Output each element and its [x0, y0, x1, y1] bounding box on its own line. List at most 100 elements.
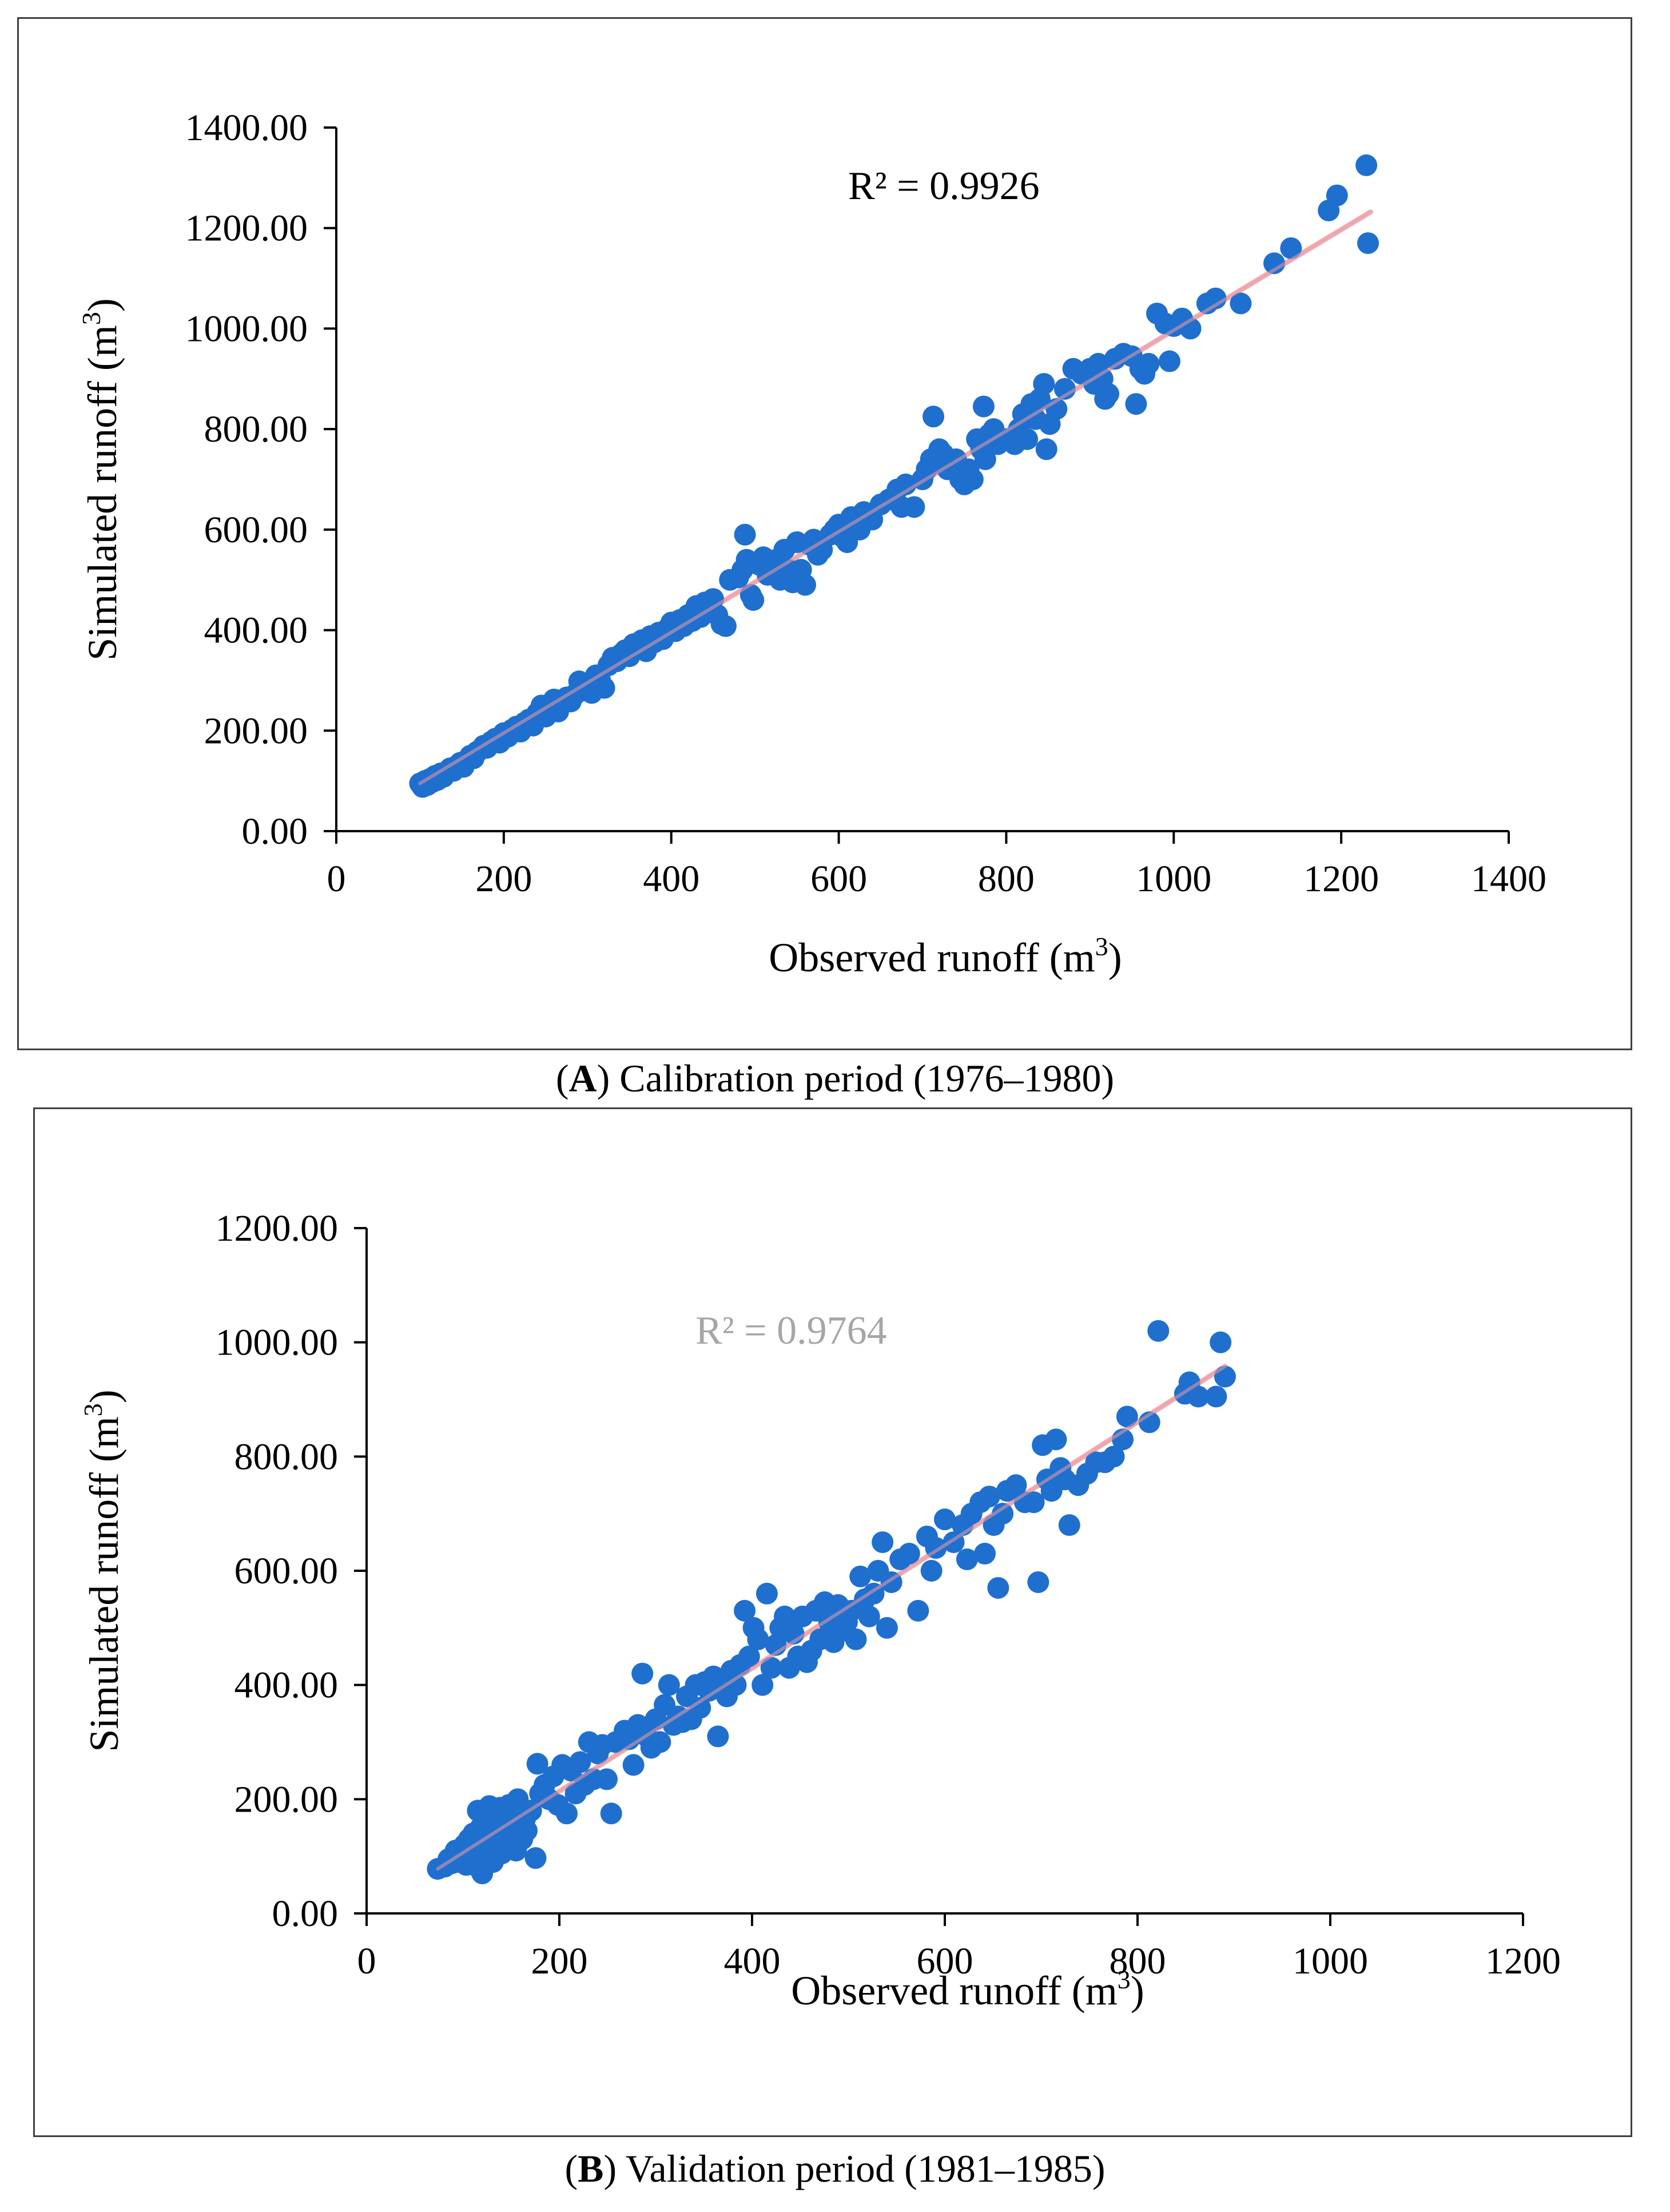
x-axis-title-text: Observed runoff (m: [769, 935, 1095, 980]
x-tick-label: 1000: [1136, 858, 1211, 900]
data-point: [756, 1582, 778, 1605]
data-point: [845, 1628, 867, 1650]
data-point: [903, 496, 925, 518]
data-point: [1355, 154, 1378, 176]
y-tick-label: 1000.00: [185, 308, 308, 350]
x-tick-label: 800: [978, 858, 1035, 900]
x-axis-title-sup: 3: [1118, 1965, 1131, 1994]
y-tick-label: 1200.00: [185, 208, 308, 249]
data-point: [1103, 1445, 1125, 1468]
data-point: [747, 1628, 769, 1650]
data-point: [992, 1503, 1014, 1525]
data-point: [1147, 1320, 1170, 1342]
data-point: [734, 1599, 756, 1622]
data-point: [898, 1543, 920, 1565]
data-point: [649, 1731, 671, 1753]
data-point: [1158, 350, 1180, 372]
data-point: [595, 1768, 618, 1790]
y-tick-label: 1000.00: [216, 1322, 339, 1364]
y-tick-label: 400.00: [204, 610, 308, 652]
y-tick-label: 400.00: [234, 1665, 339, 1706]
data-point: [1263, 252, 1285, 275]
data-point: [858, 1605, 880, 1627]
y-tick-label: 0.00: [272, 1893, 339, 1935]
data-point: [714, 615, 737, 637]
panel-b-caption-letter: B: [578, 2147, 604, 2190]
data-point: [593, 677, 615, 699]
data-point: [1016, 428, 1039, 450]
x-tick-label: 200: [475, 858, 532, 900]
data-point: [1005, 1474, 1027, 1496]
data-point: [934, 1508, 956, 1531]
data-point: [751, 1674, 774, 1696]
x-axis-title-close: ): [1131, 1968, 1144, 2014]
x-tick-label: 200: [531, 1940, 588, 1982]
trendline-overlay: [418, 210, 1373, 785]
x-tick-label: 1400: [1471, 858, 1546, 900]
data-point: [515, 1820, 538, 1842]
data-point: [1230, 292, 1252, 315]
y-tick-label: 600.00: [234, 1550, 339, 1592]
data-point: [1357, 232, 1379, 255]
r-squared-label: R² = 0.9764: [695, 1309, 887, 1353]
y-axis-title-text: Simulated runoff (m: [79, 325, 125, 661]
data-point: [794, 574, 816, 596]
data-point: [1045, 1428, 1067, 1451]
y-tick-label: 600.00: [204, 509, 308, 551]
panel-a-frame: 0.00 200.00 400.00 600.00 800.00 1000.00 1200.…: [17, 17, 1632, 1050]
data-point: [658, 1674, 680, 1696]
y-tick-label: 1400.00: [185, 107, 308, 149]
validation-scatter-chart: 0.00 200.00 400.00 600.00 800.00 1000.00 1200.…: [78, 1208, 1561, 2014]
y-tick-label: 800.00: [204, 408, 308, 450]
y-axis-title-sup: 3: [77, 312, 106, 325]
data-point: [725, 1674, 747, 1696]
data-point: [1116, 1405, 1138, 1428]
data-point: [1138, 352, 1160, 375]
data-point: [1035, 438, 1057, 460]
data-point: [689, 1697, 711, 1719]
data-point: [876, 1617, 898, 1639]
y-tick-label: 800.00: [234, 1436, 339, 1478]
data-point: [1326, 184, 1348, 206]
y-tick-label: 0.00: [242, 811, 308, 852]
data-point: [631, 1662, 654, 1685]
data-point: [956, 1548, 978, 1571]
data-point: [849, 1565, 872, 1587]
y-axis-title: Simulated runoff (m3): [77, 298, 125, 661]
data-point: [742, 589, 765, 611]
data-point: [734, 523, 756, 546]
panel-b-caption: (B) Validation period (1981–1985): [564, 2147, 1106, 2190]
data-point: [526, 1753, 548, 1775]
data-point: [978, 1486, 1000, 1508]
panel-a-caption: (A) Calibration period (1976–1980): [555, 1057, 1115, 1100]
data-point: [972, 395, 995, 418]
panel-a-caption-text: ) Calibration period (1976–1980): [597, 1057, 1115, 1100]
data-point: [920, 1560, 943, 1582]
data-point: [1027, 1571, 1049, 1593]
data-point: [600, 1802, 622, 1825]
data-point: [1280, 237, 1302, 259]
x-tick-label: 1200: [1485, 1940, 1561, 1982]
r-squared-label: R² = 0.9926: [848, 164, 1040, 208]
data-point: [555, 1802, 578, 1825]
x-tick-label: 600: [917, 1940, 973, 1982]
panel-b-caption-text: ) Validation period (1981–1985): [603, 2147, 1106, 2190]
data-point: [707, 1725, 729, 1748]
data-point: [961, 468, 984, 490]
data-point: [1125, 393, 1147, 415]
x-tick-label: 400: [643, 858, 699, 900]
x-axis-title-text: Observed runoff (m: [791, 1968, 1118, 2014]
x-tick-label: 0: [327, 858, 346, 900]
data-point: [524, 1847, 547, 1869]
x-tick-label: 0: [357, 1940, 376, 1982]
data-point: [1058, 1514, 1080, 1536]
x-axis-title-sup: 3: [1095, 932, 1108, 961]
data-point: [1214, 1365, 1236, 1388]
y-tick-label: 200.00: [234, 1778, 339, 1820]
y-axis-title: Simulated runoff (m3): [78, 1389, 127, 1752]
data-point: [1205, 1385, 1227, 1408]
data-point: [1204, 287, 1227, 309]
data-point: [569, 1751, 591, 1773]
x-axis-title-close: ): [1108, 935, 1122, 980]
data-point: [923, 406, 945, 428]
